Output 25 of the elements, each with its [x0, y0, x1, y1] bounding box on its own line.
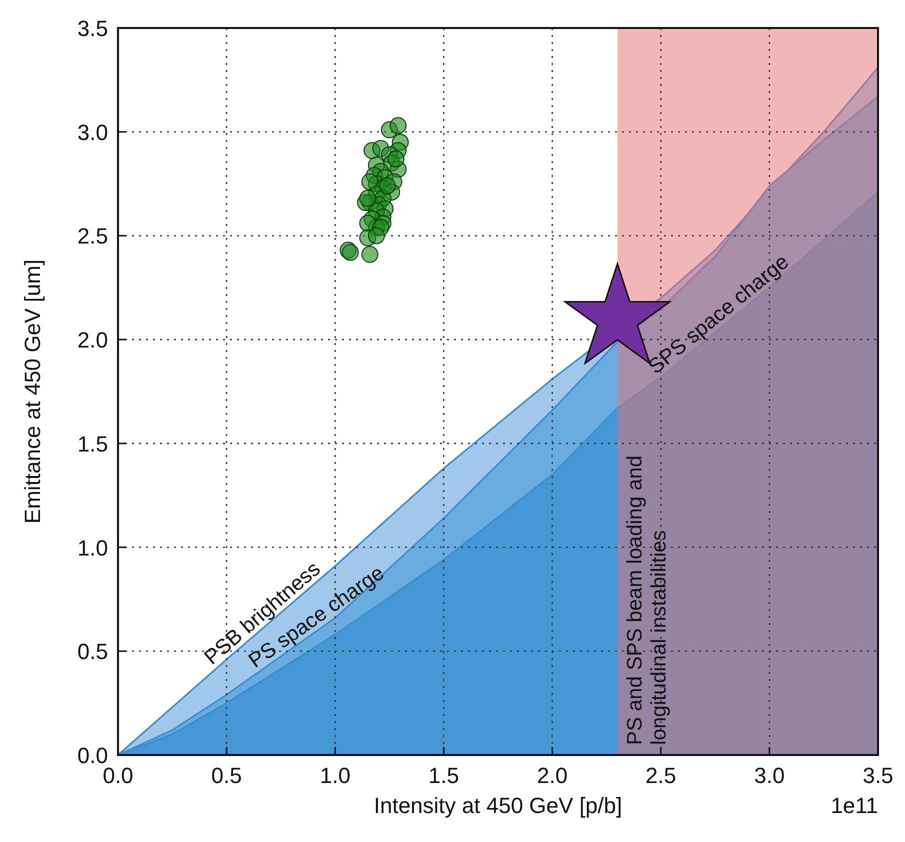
x-tick-label: 1.0: [320, 763, 350, 788]
x-tick-label: 0.5: [211, 763, 242, 788]
x-tick-label: 2.5: [646, 763, 676, 788]
x-tick-label: 3.0: [754, 763, 785, 788]
point: [361, 173, 378, 190]
point: [359, 190, 376, 207]
x-tick-label: 1.5: [428, 763, 460, 788]
text: 1e11: [830, 793, 878, 818]
band-label: PS and SPS beam loading and longitudinal instabilities: [623, 455, 670, 745]
point: [387, 150, 404, 168]
y-axis-title: Emittance at 450 GeV [um]: [20, 259, 45, 524]
y-tick-label: 3.5: [77, 16, 108, 41]
y-tick-label: 3.0: [77, 120, 108, 145]
point: [368, 227, 385, 244]
point: [390, 117, 407, 134]
x-tick-label: 3.5: [862, 763, 894, 788]
point: [361, 246, 378, 263]
y-tick-label: 1.0: [77, 535, 108, 560]
y-tick-label: 2.0: [77, 328, 108, 353]
point: [378, 177, 396, 194]
y-tick-label: 1.5: [77, 431, 108, 456]
y-tick-label: 0.5: [77, 639, 108, 664]
x-tick-label: 2.0: [536, 763, 568, 788]
y-tick-label: 2.5: [77, 224, 108, 249]
x-axis-title: Intensity at 450 GeV [p/b]: [374, 793, 622, 818]
